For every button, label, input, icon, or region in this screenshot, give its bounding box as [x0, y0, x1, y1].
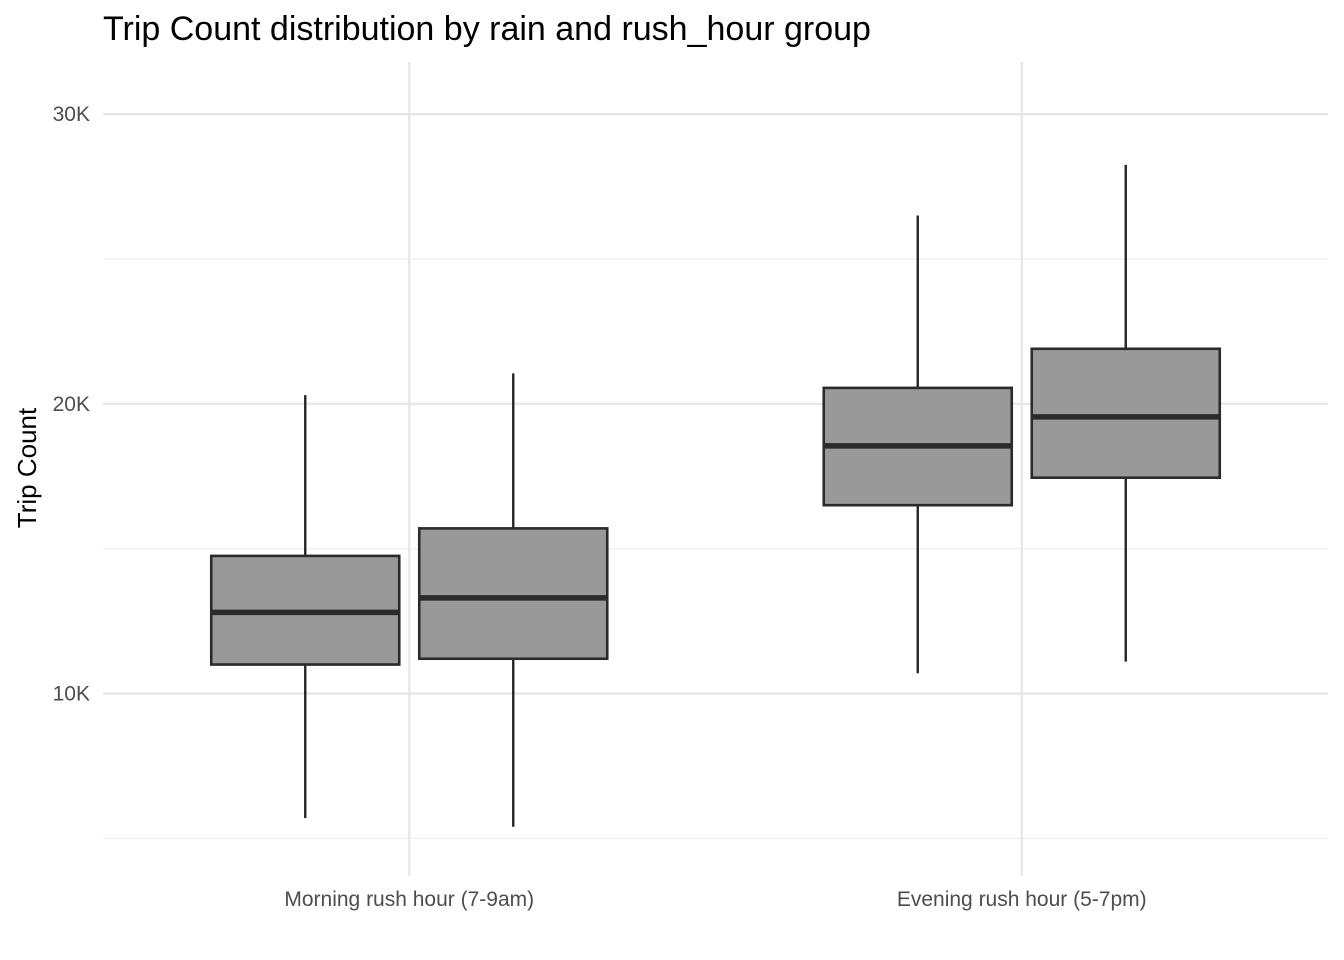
iqr-box-g1-b1 [1030, 347, 1222, 479]
x-tick-label-0: Morning rush hour (7-9am) [284, 888, 534, 911]
iqr-box-g0-b1 [417, 527, 609, 661]
y-axis-label: Trip Count [12, 407, 42, 528]
chart-title: Trip Count distribution by rain and rush… [103, 10, 871, 48]
box-marks [209, 164, 1222, 827]
y-tick-label-0: 10K [53, 683, 90, 706]
x-tick-label-1: Evening rush hour (5-7pm) [897, 888, 1147, 911]
tick-labels: 10K 20K 30K Morning rush hour (7-9am) Evenin… [53, 103, 1147, 911]
grid-lines [103, 62, 1328, 876]
y-tick-label-2: 30K [53, 103, 90, 126]
y-tick-label-1: 20K [53, 393, 90, 416]
